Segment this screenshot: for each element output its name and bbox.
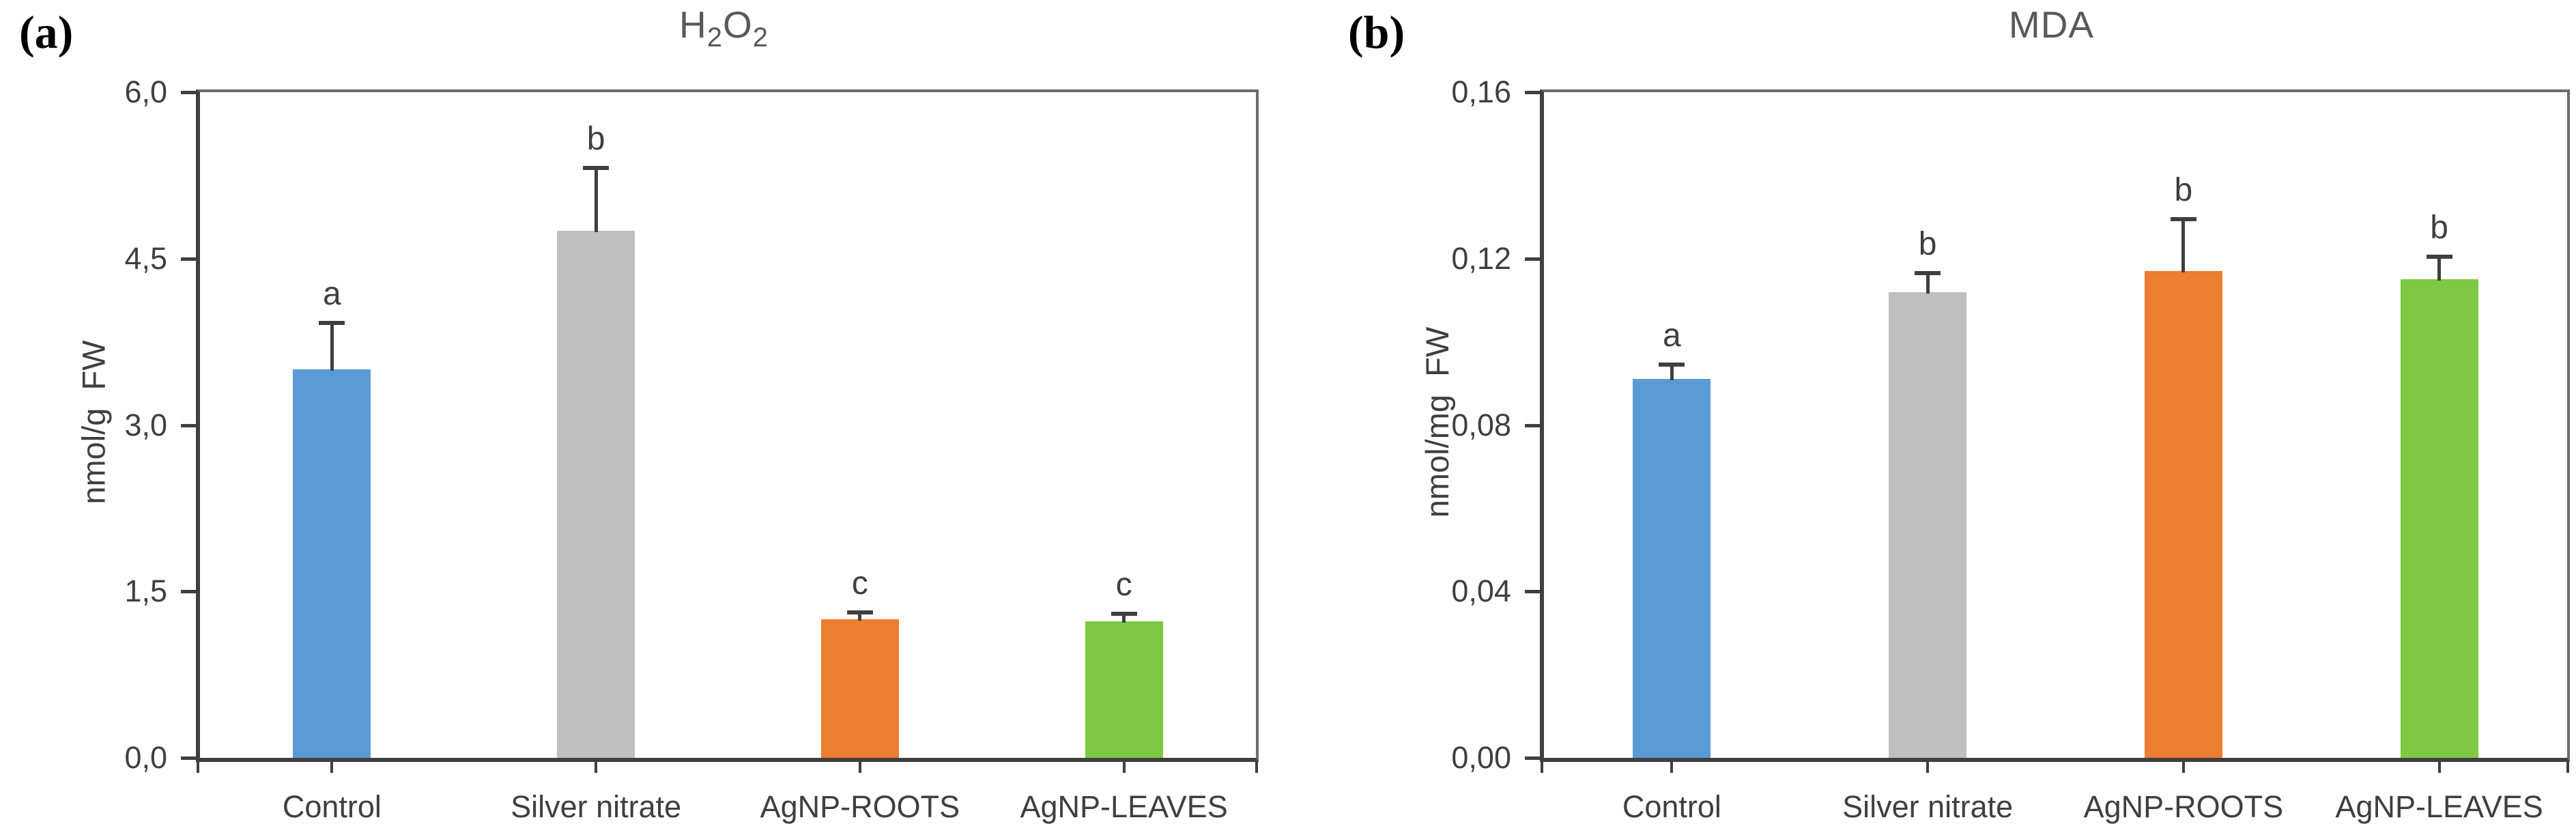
bar-silver-nitrate	[557, 231, 635, 758]
y-tick-mark	[1525, 590, 1540, 594]
x-axis-corner-tick	[197, 762, 199, 773]
error-bar-agnp-leaves	[2437, 258, 2442, 281]
error-bar-silver-nitrate	[1926, 275, 1930, 294]
y-tick-mark	[1525, 257, 1540, 261]
bar-agnp-leaves	[2400, 279, 2478, 758]
error-bar-cap-silver-nitrate	[583, 165, 610, 170]
significance-letter-silver-nitrate: b	[1918, 226, 1937, 263]
x-category-label-control: Control	[1622, 789, 1721, 824]
y-tick-label: 0,16	[1451, 74, 1511, 109]
y-tick-label: 3,0	[124, 407, 167, 442]
y-tick-label: 6,0	[124, 74, 167, 109]
y-tick-label: 0,12	[1451, 240, 1511, 276]
y-tick-label: 4,5	[124, 240, 167, 276]
x-tick-mark-silver-nitrate	[595, 762, 598, 773]
panel-a-letter: (a)	[19, 6, 74, 58]
significance-letter-control: a	[323, 276, 341, 313]
error-bar-agnp-roots	[2181, 221, 2186, 273]
x-category-label-agnp-roots: AgNP-ROOTS	[2083, 789, 2284, 824]
x-tick-mark-agnp-leaves	[2437, 762, 2441, 773]
x-category-label-agnp-leaves: AgNP-LEAVES	[1020, 789, 1228, 824]
bar-agnp-roots	[820, 619, 899, 758]
x-tick-mark-agnp-leaves	[1122, 762, 1126, 773]
bar-control	[1633, 379, 1711, 758]
x-axis-corner-tick	[2566, 762, 2569, 773]
error-bar-agnp-leaves	[1122, 616, 1126, 623]
y-tick-mark	[181, 257, 196, 261]
error-bar-silver-nitrate	[594, 169, 598, 233]
error-bar-cap-agnp-roots	[2170, 216, 2196, 221]
x-tick-mark-agnp-roots	[2181, 762, 2185, 773]
chart-title-mda: MDA	[1540, 3, 2563, 46]
x-tick-mark-silver-nitrate	[1926, 762, 1930, 773]
error-bar-cap-agnp-roots	[846, 610, 873, 615]
x-tick-mark-control	[330, 762, 334, 773]
error-bar-agnp-roots	[858, 614, 862, 621]
error-bar-cap-agnp-leaves	[2426, 254, 2452, 259]
error-bar-cap-control	[1659, 363, 1685, 367]
y-tick-mark	[181, 590, 196, 594]
significance-letter-agnp-roots: c	[851, 565, 868, 602]
x-tick-mark-control	[1670, 762, 1674, 773]
bar-control	[293, 369, 371, 758]
chart-title-text: MDA	[2008, 3, 2095, 46]
x-category-label-control: Control	[282, 789, 382, 824]
x-axis-corner-tick	[1255, 762, 1258, 773]
panel-a: (a) H2O2 nmol/g FW 0,0 1,5 3,0 4,5 6,0 a Contr…	[19, 3, 1259, 824]
significance-letter-agnp-leaves: c	[1115, 567, 1132, 603]
y-tick-mark	[1525, 756, 1540, 760]
panel-b-letter: (b)	[1348, 6, 1405, 58]
error-bar-control	[330, 325, 334, 371]
y-tick-label: 0,00	[1451, 740, 1511, 775]
significance-letter-control: a	[1663, 317, 1681, 354]
chart-title-text: O	[722, 3, 753, 46]
plot-area: 0,0 1,5 3,0 4,5 6,0 a Control b Silver nitrate c A…	[124, 74, 1259, 824]
error-bar-cap-control	[319, 321, 345, 326]
y-tick-mark	[1525, 91, 1540, 94]
y-tick-label: 0,04	[1451, 574, 1511, 609]
significance-letter-agnp-leaves: b	[2430, 209, 2448, 246]
chart-title-h2o2: H2O2	[196, 3, 1252, 53]
bar-silver-nitrate	[1889, 292, 1967, 758]
x-tick-mark-agnp-roots	[858, 762, 861, 773]
x-category-label-agnp-leaves: AgNP-LEAVES	[2335, 789, 2543, 824]
chart-title-subscript: 2	[706, 23, 723, 53]
y-tick-label: 1,5	[124, 574, 167, 609]
x-category-label-silver-nitrate: Silver nitrate	[1842, 789, 2014, 824]
y-tick-mark	[181, 756, 196, 760]
y-tick-mark	[1525, 423, 1540, 427]
y-tick-label: 0,08	[1451, 407, 1511, 442]
error-bar-cap-silver-nitrate	[1915, 271, 1941, 276]
x-axis-corner-tick	[1541, 762, 1543, 773]
y-tick-mark	[181, 423, 196, 427]
chart-title-subscript: 2	[752, 23, 769, 53]
error-bar-control	[1670, 367, 1674, 381]
significance-letter-agnp-roots: b	[2174, 171, 2193, 208]
y-tick-mark	[181, 91, 196, 94]
bar-agnp-roots	[2144, 271, 2222, 758]
x-category-label-silver-nitrate: Silver nitrate	[511, 789, 682, 824]
error-bar-cap-agnp-leaves	[1111, 612, 1137, 616]
chart-title-text: H	[678, 3, 707, 46]
x-category-label-agnp-roots: AgNP-ROOTS	[760, 789, 960, 824]
plot-area: 0,00 0,04 0,08 0,12 0,16 a Control b Silver nitr…	[1451, 74, 2570, 824]
panel-b: (b) MDA nmol/mg FW 0,00 0,04 0,08 0,12 0,16 a…	[1288, 0, 2576, 835]
y-tick-label: 0,0	[124, 740, 167, 775]
bar-agnp-leaves	[1085, 621, 1163, 758]
significance-letter-silver-nitrate: b	[586, 120, 605, 157]
